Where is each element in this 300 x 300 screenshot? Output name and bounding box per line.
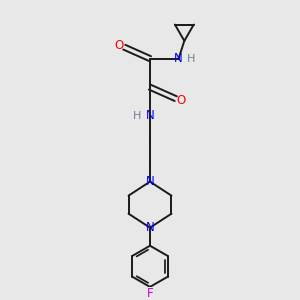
Text: N: N [146,175,154,188]
Text: H: H [133,111,141,121]
Text: N: N [146,109,154,122]
Text: F: F [147,287,153,300]
Text: O: O [115,39,124,52]
Text: N: N [146,221,154,234]
Text: H: H [187,54,196,64]
Text: N: N [174,52,183,65]
Text: O: O [176,94,185,106]
